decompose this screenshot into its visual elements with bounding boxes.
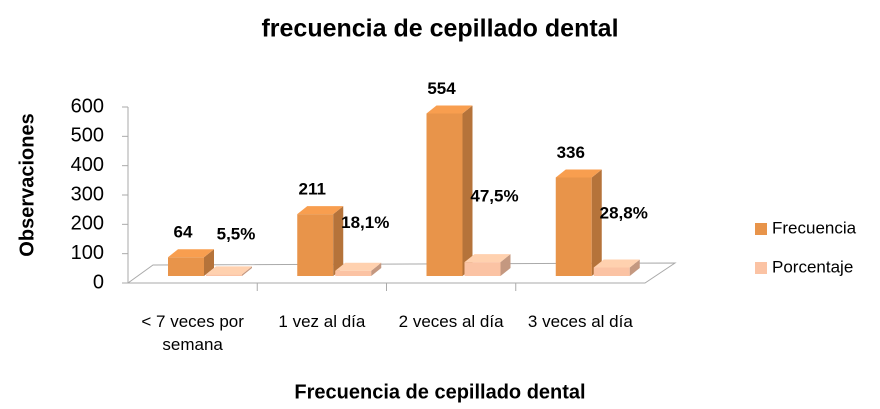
bar bbox=[168, 249, 214, 276]
legend-label: Frecuencia bbox=[772, 218, 857, 237]
value-label: 5,5% bbox=[217, 225, 256, 244]
bar-front bbox=[464, 262, 501, 276]
bar bbox=[426, 105, 473, 276]
bar bbox=[593, 259, 640, 276]
y-tick-label: 400 bbox=[71, 154, 104, 176]
value-label: 336 bbox=[557, 143, 585, 162]
bar-front bbox=[206, 274, 242, 276]
bar-top bbox=[464, 254, 511, 263]
value-label: 47,5% bbox=[470, 187, 518, 206]
bar-side bbox=[462, 105, 473, 276]
bar bbox=[206, 266, 252, 276]
bar-top bbox=[168, 249, 214, 258]
value-label: 18,1% bbox=[341, 213, 389, 232]
y-tick-label: 500 bbox=[71, 125, 104, 147]
bar-top bbox=[555, 169, 602, 178]
bar-side bbox=[500, 254, 511, 276]
bar-front bbox=[168, 257, 204, 276]
value-label: 554 bbox=[427, 79, 456, 98]
bar-top bbox=[206, 266, 252, 275]
bar-front bbox=[555, 177, 592, 276]
bar bbox=[335, 262, 382, 276]
value-label: 64 bbox=[174, 223, 193, 242]
bar-front bbox=[335, 270, 372, 276]
y-tick-label: 200 bbox=[71, 213, 104, 235]
x-tick-label: 2 veces al día bbox=[398, 312, 504, 331]
bar-top bbox=[593, 259, 640, 268]
bar bbox=[464, 254, 511, 276]
y-tick-label: 600 bbox=[71, 95, 104, 117]
bar-side bbox=[371, 262, 382, 276]
y-tick-label: 100 bbox=[71, 242, 104, 264]
bar-front bbox=[593, 267, 630, 276]
legend-label: Porcentaje bbox=[772, 257, 853, 276]
value-label: 211 bbox=[299, 180, 326, 199]
bar-side bbox=[204, 249, 214, 276]
bar-side bbox=[333, 206, 344, 276]
bar-side bbox=[242, 266, 252, 276]
bar-front bbox=[426, 113, 463, 276]
y-tick-label: 300 bbox=[71, 183, 104, 205]
legend-swatch bbox=[755, 223, 767, 235]
x-tick-label: 1 vez al día bbox=[278, 312, 366, 331]
y-tick-label: 0 bbox=[93, 271, 104, 293]
x-tick-label: < 7 veces por semana bbox=[141, 312, 244, 354]
x-tick-label: 3 veces al día bbox=[527, 312, 633, 331]
y-axis-title: Observaciones bbox=[16, 113, 38, 256]
bar-top bbox=[335, 262, 382, 271]
chart-title: frecuencia de cepillado dental bbox=[261, 15, 618, 43]
bar bbox=[297, 206, 344, 276]
bar-top bbox=[426, 105, 473, 114]
x-axis-title: Frecuencia de cepillado dental bbox=[294, 381, 585, 403]
floor bbox=[126, 262, 677, 284]
bar-side bbox=[629, 259, 640, 276]
bar-top bbox=[297, 206, 344, 215]
bar-side bbox=[591, 169, 602, 276]
bar bbox=[555, 169, 602, 276]
legend-swatch bbox=[755, 262, 767, 274]
value-label: 28,8% bbox=[600, 204, 648, 223]
bar-front bbox=[297, 214, 334, 276]
